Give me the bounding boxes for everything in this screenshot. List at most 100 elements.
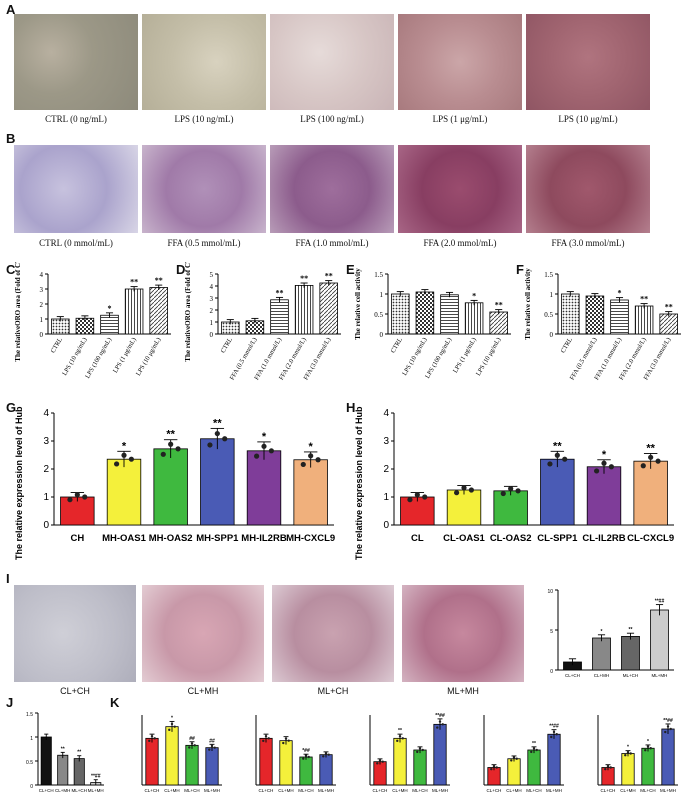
data-point (649, 747, 652, 750)
bar (100, 314, 119, 335)
data-point (515, 757, 518, 760)
y-tick-label: 1 (550, 291, 554, 299)
data-point (170, 722, 174, 726)
data-point (322, 755, 325, 758)
bar (124, 288, 144, 335)
y-tick-label: 0 (380, 331, 384, 339)
data-point (436, 726, 439, 729)
x-tick-label: ML+MH (204, 788, 220, 793)
data-point (500, 490, 506, 497)
bar (540, 458, 575, 526)
bar (391, 293, 410, 335)
y-tick-label: 5 (550, 629, 553, 635)
data-point (324, 752, 328, 755)
bar (400, 496, 435, 526)
caption-a-2: LPS (10 ng/mL) (174, 114, 234, 124)
significance-label: *## (302, 748, 310, 754)
significance-label: ## (189, 736, 195, 742)
data-point (414, 492, 420, 498)
y-tick-label: 1 (210, 319, 214, 327)
panel-label-g: G (6, 400, 17, 415)
significance-label: ** (398, 728, 402, 734)
y-axis-label: The relativeORO area (Fold of CTRL) (14, 262, 22, 362)
data-point (213, 746, 216, 749)
data-point (74, 492, 80, 498)
caption-a-1: CTRL (0 ng/mL) (45, 114, 107, 124)
data-point (168, 728, 171, 732)
bar (73, 758, 85, 786)
chart-k5: CL+CH * CL+MH * ML+CH **## ML+MH (597, 715, 678, 793)
significance-label: ** (629, 627, 633, 633)
bar (279, 740, 293, 786)
data-point (422, 494, 428, 500)
bar (373, 761, 387, 786)
data-point (188, 746, 191, 749)
data-point (416, 750, 419, 754)
data-point (378, 759, 382, 762)
significance-label: ** (646, 442, 655, 454)
panel-label-f: F (516, 262, 524, 277)
significance-label: * (262, 431, 267, 443)
y-tick-label: 1 (30, 736, 33, 742)
bar (319, 282, 338, 335)
chart-g: 0 1 2 3 4 The relative expression level of Hu… (14, 405, 335, 560)
bar (145, 737, 159, 786)
bar (641, 747, 655, 786)
x-tick-label: CL+CH (259, 788, 274, 793)
x-tick-label: ML+CH (412, 788, 427, 793)
x-tick-label: ML+MH (88, 788, 104, 793)
x-tick-label: FFA (3.0 mmol/L) (643, 337, 673, 382)
bar (610, 299, 629, 335)
bar (57, 754, 69, 786)
caption-i-1: CL+CH (60, 686, 90, 696)
x-tick-label: CTRL (220, 336, 234, 354)
y-tick-label: 0 (30, 784, 33, 790)
y-axis-label: The relativeORO area (Fold of CTRL) (184, 262, 192, 362)
caption-a-5: LPS (10 μg/mL) (558, 114, 618, 124)
chart-c: 0 1 2 3 4 The relativeORO area (Fold of CTRL)… (14, 262, 171, 380)
bar (585, 295, 605, 335)
caption-b-2: FFA (0.5 mmol/mL) (167, 238, 241, 248)
significance-label: ** (77, 750, 81, 756)
data-point (222, 436, 228, 442)
significance-label: ** (155, 276, 163, 285)
bar (293, 459, 328, 526)
y-tick-label: 10 (547, 589, 553, 595)
y-tick-label: 3 (43, 436, 49, 447)
caption-i-2: CL+MH (187, 686, 219, 696)
data-point (510, 759, 513, 762)
y-tick-label: 4 (383, 408, 389, 419)
y-tick-label: 3 (40, 286, 44, 294)
x-tick-label: LPS (10 μg/mL) (475, 337, 502, 378)
data-point (148, 739, 151, 743)
bar (507, 758, 521, 786)
significance-label: * (108, 304, 112, 313)
data-point (396, 739, 399, 743)
significance-label: **## (435, 713, 445, 719)
x-tick-label: CH (70, 533, 84, 544)
bar (661, 728, 675, 786)
data-point (644, 749, 647, 752)
micrograph-ctrl-ffa (14, 145, 138, 233)
y-tick-label: 0.5 (26, 760, 33, 766)
data-point (150, 735, 154, 738)
data-point (492, 764, 496, 768)
data-point (441, 723, 444, 726)
data-point (640, 463, 646, 469)
x-tick-label: MH-IL2RB (241, 533, 287, 544)
bar (489, 311, 508, 335)
data-point (461, 485, 467, 491)
x-tick-label: LPS (10 ng/mL) (61, 337, 88, 377)
data-point (532, 747, 536, 750)
x-tick-label: CL+CH (39, 788, 54, 793)
data-point (515, 488, 521, 494)
bar (634, 305, 654, 335)
x-tick-label: LPS (100 ng/mL) (84, 337, 113, 380)
panel-label-c: C (6, 262, 16, 277)
data-point (190, 742, 194, 745)
y-tick-label: 0 (43, 520, 49, 531)
micrograph-ffa-2-0 (398, 145, 522, 233)
bar (40, 736, 52, 786)
significance-label: ** (665, 303, 673, 312)
x-tick-label: CTRL (50, 336, 64, 354)
